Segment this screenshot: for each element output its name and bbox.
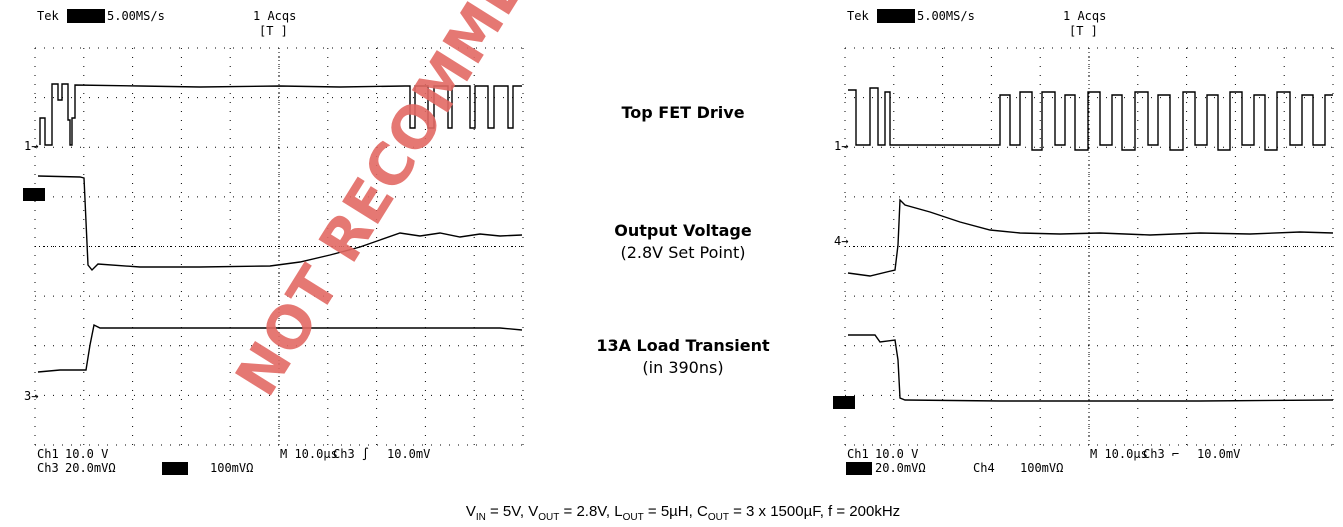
caption-text: = 2.8V, L [559,503,622,520]
caption-text: = 5V, V [486,503,538,520]
page: body { margin: 0; background: #fff; widt… [0,0,1343,527]
watermark: NOT RECOMMENDED [222,0,636,407]
scope-brand: Tek [37,9,59,23]
channel-marker: 3 [834,394,841,408]
channel-marker: 3→ [24,389,38,403]
scope-setting: M 10.0µs [280,447,338,461]
caption-text: V [466,503,476,520]
channel-marker: 1→ [834,139,848,153]
acquisitions: 1 Acqs [1063,9,1106,23]
scope-setting: Ch1 [37,447,59,461]
sample-rate: 5.00MS/s [107,9,165,23]
channel-marker: 4→ [834,234,848,248]
scope-setting: 10.0mV [1197,447,1240,461]
scope-setting: M 10.0µs [1090,447,1148,461]
scope-setting: 10.0 V [65,447,108,461]
waveform [848,88,1333,150]
channel-marker: 4 [24,186,31,200]
scope-state: Stop: [68,9,104,23]
scope-setting: 10.0 V [875,447,918,461]
caption-text: = 3 x 1500µF, f = 200kHz [729,503,900,520]
scope-setting: Ch4 [163,461,185,475]
scope-state: Stop: [878,9,914,23]
scope-setting: Ch3 [847,461,869,475]
body: {"panels": [ {"header": {"tek": "Tek", "… [0,0,1343,527]
scope-setting: 10.0mV [387,447,430,461]
caption-subscript: OUT [538,512,559,523]
scope-setting: Ch3 ∫ [333,447,369,461]
caption-subscript: OUT [708,512,729,523]
sample-rate: 5.00MS/s [917,9,975,23]
caption: VIN = 5V, VOUT = 2.8V, LOUT = 5µH, COUT … [466,503,900,523]
scope-brand: Tek [847,9,869,23]
acquisitions: 1 Acqs [253,9,296,23]
caption-subscript: OUT [623,512,644,523]
scope-setting: Ch3 [37,461,59,475]
trace-label: Output Voltage [614,221,752,240]
trigger-marker: [T ] [1069,24,1098,38]
scope-setting: 100mVΩ [1020,461,1063,475]
waveform [848,200,1333,276]
trace-label: 13A Load Transient [596,336,770,355]
channel-marker: 1→ [24,139,38,153]
scope-setting: 100mVΩ [210,461,253,475]
scope-setting: 20.0mVΩ [875,461,926,475]
trace-note: (in 390ns) [642,358,723,377]
scope-setting: Ch1 [847,447,869,461]
trace-label: Top FET Drive [621,103,744,122]
figure: TekStop:5.00MS/s1 Acqs[T ]Ch110.0 VM 10.… [0,0,1343,527]
caption-text: = 5µH, C [644,503,708,520]
scope-setting: Ch3 ⌐ [1143,447,1179,461]
trace-note: (2.8V Set Point) [620,243,745,262]
scope-panel: Tek Stop:5.00MS/s 1 Acqs[T ] Ch1 10.0 V M 10.… [833,9,1333,475]
scope-setting: 20.0mVΩ [65,461,116,475]
trigger-marker: [T ] [259,24,288,38]
scope-setting: Ch4 [973,461,995,475]
caption-subscript: IN [476,512,486,523]
waveform [38,176,522,270]
waveform [848,335,1333,401]
